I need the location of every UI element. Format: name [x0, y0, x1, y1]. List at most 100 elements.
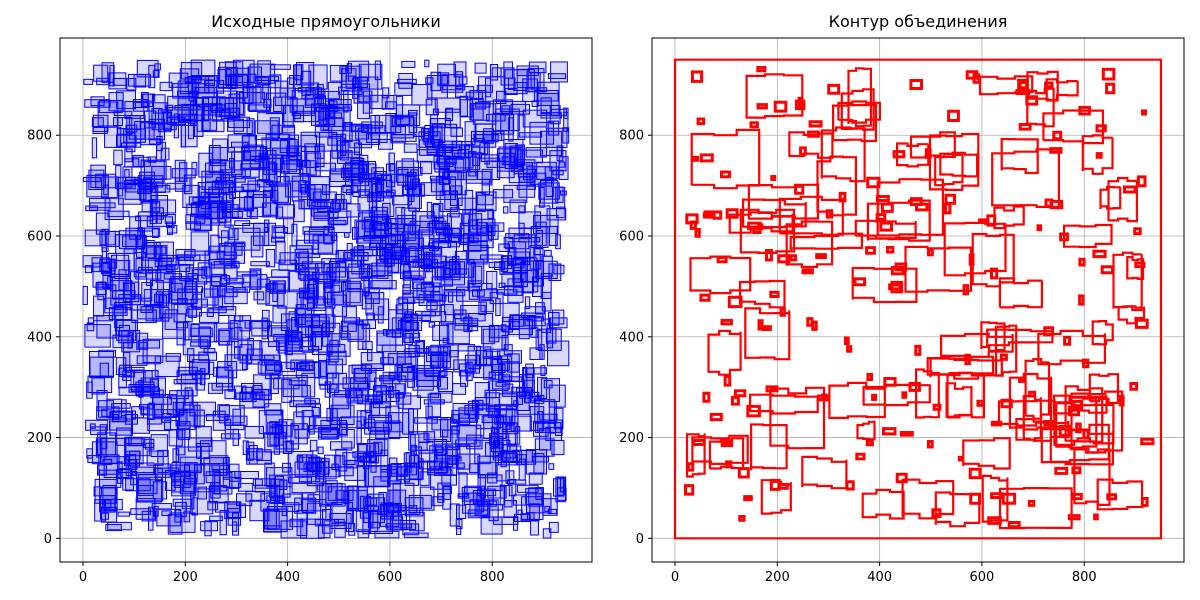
rectangle-mark — [487, 485, 507, 499]
rectangle-mark — [536, 161, 557, 180]
rectangle-mark — [496, 90, 507, 105]
rectangle-mark — [90, 164, 106, 188]
rectangle-mark — [133, 251, 147, 278]
union-hole-contour — [1000, 138, 1039, 175]
rectangle-mark — [516, 484, 539, 493]
rectangle-mark — [457, 453, 481, 475]
rectangle-mark — [144, 370, 153, 383]
rectangle-mark — [548, 384, 566, 408]
rectangle-mark — [424, 141, 436, 147]
union-hole-contour — [837, 100, 881, 124]
rectangle-mark — [479, 142, 489, 155]
rectangle-mark — [563, 111, 569, 132]
union-hole-contour — [934, 153, 964, 187]
union-hole-contour — [738, 515, 746, 522]
rectangle-mark — [402, 290, 425, 304]
union-hole-contour — [1018, 81, 1029, 91]
rectangle-mark — [181, 483, 195, 510]
rectangle-mark — [250, 235, 264, 258]
rectangle-mark — [369, 402, 391, 419]
rectangle-mark — [269, 425, 284, 446]
union-hole-contour — [964, 353, 971, 366]
rectangle-mark — [430, 71, 442, 92]
rectangle-mark — [249, 499, 270, 522]
rectangle-mark — [346, 282, 362, 290]
rectangle-mark — [231, 521, 238, 532]
rectangle-mark — [84, 265, 93, 274]
rectangle-mark — [294, 497, 317, 514]
union-hole-contour — [716, 256, 728, 264]
union-hole-contour — [990, 492, 1004, 499]
rectangle-mark — [542, 528, 552, 539]
rectangle-mark — [430, 291, 441, 317]
rectangle-mark — [424, 370, 446, 377]
rectangle-mark — [443, 288, 466, 297]
rectangle-mark — [269, 373, 279, 395]
rectangle-mark — [421, 311, 447, 323]
rectangle-mark — [317, 483, 333, 493]
rectangle-mark — [162, 313, 186, 339]
rectangle-mark — [234, 315, 244, 322]
union-hole-contour — [685, 213, 699, 225]
rectangle-mark — [535, 329, 543, 350]
union-hole-contour — [851, 266, 918, 304]
union-hole-contour — [871, 393, 877, 401]
rectangle-mark — [91, 137, 98, 159]
rectangle-mark — [326, 407, 334, 422]
axes-frame — [651, 37, 1185, 563]
y-tick-label: 800 — [619, 129, 644, 144]
rectangle-mark — [475, 349, 487, 366]
rectangle-mark — [462, 233, 488, 252]
rectangle-mark — [371, 167, 385, 185]
rectangle-mark — [102, 458, 113, 465]
rectangle-mark — [304, 181, 311, 194]
rectangle-mark — [154, 467, 164, 481]
rectangle-mark — [437, 345, 451, 369]
union-hole-contour — [861, 488, 905, 520]
rectangle-mark — [217, 224, 234, 239]
rectangle-mark — [547, 120, 560, 136]
rectangle-mark — [111, 254, 130, 278]
y-tick-label: 800 — [27, 129, 52, 144]
rectangle-mark — [157, 257, 179, 270]
rectangle-mark — [539, 130, 563, 157]
rectangle-mark — [98, 400, 115, 418]
rectangle-mark — [442, 84, 466, 91]
rectangle-mark — [525, 367, 548, 375]
union-hole-contour — [1044, 198, 1054, 208]
rectangle-mark — [176, 322, 188, 329]
rectangle-mark — [149, 378, 160, 393]
rectangle-mark — [345, 388, 363, 399]
rectangle-mark — [374, 530, 400, 539]
rectangle-mark — [243, 85, 262, 104]
rectangle-mark — [400, 519, 417, 531]
right-chart-title: Контур объединения — [828, 12, 1008, 31]
union-hole-contour — [1129, 382, 1139, 391]
rectangle-mark — [509, 199, 526, 213]
rectangle-mark — [455, 439, 481, 447]
rectangle-mark — [183, 510, 191, 523]
rectangle-mark — [226, 67, 250, 89]
rectangle-mark — [111, 290, 136, 300]
rectangle-mark — [351, 364, 373, 374]
rectangle-mark — [93, 64, 109, 82]
rectangle-mark — [397, 167, 423, 176]
rectangle-mark — [231, 208, 251, 220]
union-hole-contour — [1105, 82, 1116, 95]
union-hole-contour — [820, 126, 866, 183]
rectangle-mark — [344, 167, 364, 178]
rectangle-mark — [446, 323, 470, 345]
union-hole-contour — [880, 202, 894, 213]
union-hole-contour — [865, 246, 876, 255]
rectangle-mark — [82, 285, 88, 305]
rectangle-mark — [342, 184, 359, 193]
rectangle-mark — [152, 182, 166, 193]
rectangle-mark — [151, 228, 159, 239]
rectangle-mark — [218, 306, 237, 316]
rectangle-mark — [358, 268, 373, 279]
rectangle-mark — [360, 264, 370, 281]
union-hole-contour — [728, 211, 794, 234]
y-tick-label: 600 — [619, 230, 644, 245]
rectangle-mark — [525, 147, 548, 158]
rectangle-mark — [478, 461, 498, 479]
